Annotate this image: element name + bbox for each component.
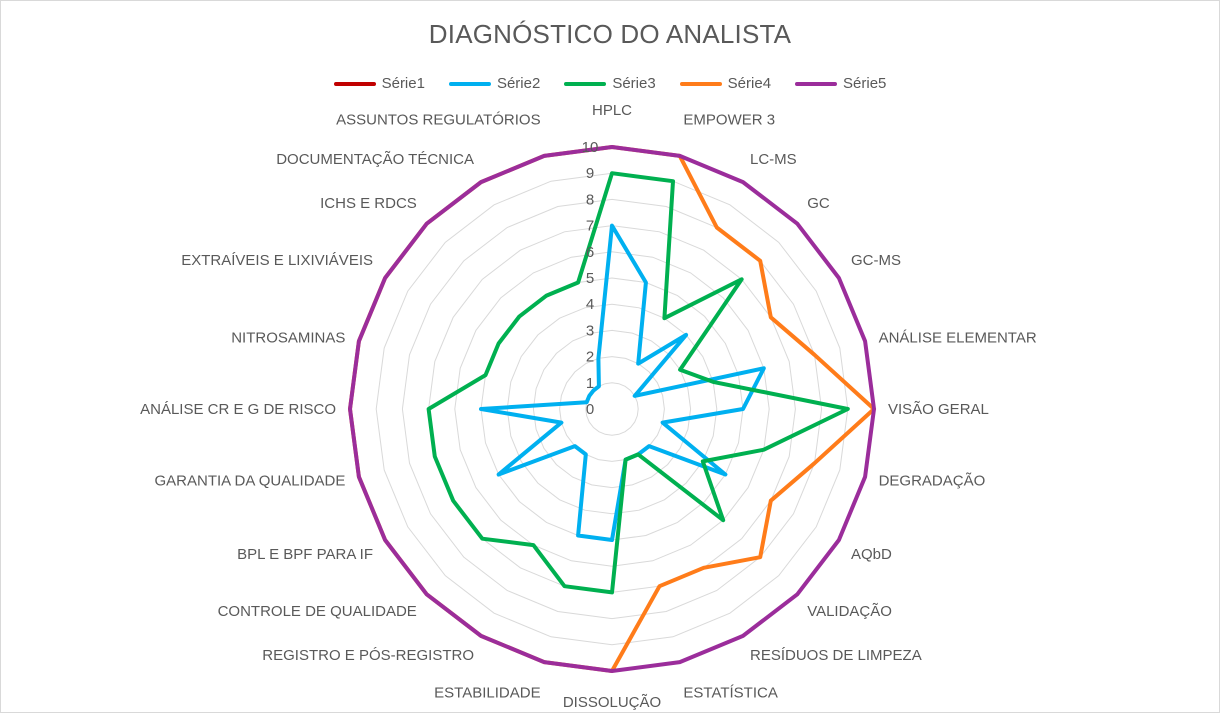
category-label: EMPOWER 3 — [683, 111, 775, 128]
category-label: ANÁLISE CR E G DE RISCO — [140, 401, 336, 418]
category-label: ESTATÍSTICA — [683, 685, 777, 702]
r-tick-label: 3 — [586, 322, 594, 339]
category-label: DOCUMENTAÇÃO TÉCNICA — [276, 151, 474, 168]
category-label: DEGRADAÇÃO — [879, 472, 986, 489]
category-label: LC-MS — [750, 151, 797, 168]
legend-item-serie1: Série1 — [333, 75, 425, 92]
legend-label-serie5: Série5 — [843, 75, 887, 92]
category-label: ESTABILIDADE — [434, 685, 540, 702]
series-line-5 — [348, 145, 876, 673]
series-line-3 — [426, 171, 850, 595]
category-label: EXTRAÍVEIS E LIXIVIÁVEIS — [181, 252, 373, 269]
r-tick-label: 6 — [586, 244, 594, 261]
category-label: GC — [807, 195, 830, 212]
legend-item-serie2: Série2 — [448, 75, 541, 92]
legend: Série1 Série2 Série3 Série4 Série5 — [1, 75, 1219, 92]
grid-ring-3 — [532, 329, 692, 489]
category-label: HPLC — [592, 102, 632, 119]
legend-item-serie3: Série3 — [564, 75, 656, 92]
category-label: GC-MS — [851, 252, 901, 269]
category-label: NITROSAMINAS — [231, 330, 345, 347]
category-label: VISÃO GERAL — [888, 401, 989, 418]
grid-ring-9 — [375, 172, 849, 646]
category-label: ICHS E RDCS — [320, 195, 417, 212]
category-label: RESÍDUOS DE LIMPEZA — [750, 647, 922, 664]
legend-swatch-serie4 — [679, 81, 722, 86]
r-tick-label: 1 — [586, 375, 594, 392]
legend-label-serie2: Série2 — [496, 75, 541, 92]
category-label: REGISTRO E PÓS-REGISTRO — [262, 647, 474, 664]
category-label: GARANTIA DA QUALIDADE — [155, 472, 346, 489]
legend-item-serie4: Série4 — [679, 75, 772, 92]
r-tick-label: 8 — [586, 191, 594, 208]
r-tick-label: 7 — [586, 218, 594, 235]
r-tick-label: 0 — [586, 401, 594, 418]
legend-item-serie5: Série5 — [795, 75, 886, 92]
category-label: AQbD — [851, 546, 892, 563]
category-label: VALIDAÇÃO — [807, 603, 892, 620]
legend-label-serie3: Série3 — [612, 75, 656, 92]
grid-ring-6 — [454, 251, 770, 567]
legend-swatch-serie1 — [333, 81, 376, 86]
r-tick-label: 2 — [586, 349, 594, 366]
legend-label-serie4: Série4 — [727, 75, 772, 92]
category-label: CONTROLE DE QUALIDADE — [218, 603, 417, 620]
r-tick-label: 5 — [586, 270, 594, 287]
legend-swatch-serie2 — [448, 81, 491, 86]
grid-ring-2 — [559, 356, 665, 462]
r-tick-label: 4 — [586, 296, 594, 313]
r-tick-label: 9 — [586, 165, 594, 182]
category-label: BPL E BPF PARA IF — [237, 546, 373, 563]
category-label: ASSUNTOS REGULATÓRIOS — [336, 111, 541, 128]
grid-ring-8 — [401, 198, 823, 620]
series-line-2 — [479, 223, 766, 542]
category-label: ANÁLISE ELEMENTAR — [879, 330, 1037, 347]
chart-title: DIAGNÓSTICO DO ANALISTA — [428, 19, 792, 49]
legend-swatch-serie3 — [564, 81, 607, 86]
legend-label-serie1: Série1 — [381, 75, 425, 92]
grid-ring-4 — [506, 303, 718, 515]
legend-swatch-serie5 — [795, 81, 838, 86]
category-label: DISSOLUÇÃO — [563, 694, 661, 711]
r-tick-label: 10 — [582, 139, 599, 156]
